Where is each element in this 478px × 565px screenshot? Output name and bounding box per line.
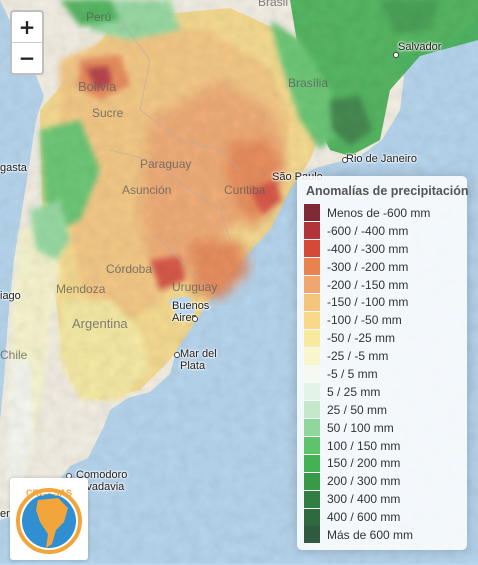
city-label-sucre: Sucre xyxy=(92,106,124,120)
city-label-rio: Rio de Janeiro xyxy=(346,153,417,165)
city-label-brasilia: Brasília xyxy=(288,76,329,90)
legend-rows: Menos de -600 mm -600 / -400 mm -400 / -30… xyxy=(304,204,461,544)
rio-de-la-plata xyxy=(168,296,196,318)
legend-label: -25 / -5 mm xyxy=(327,349,389,364)
legend-swatch xyxy=(304,204,320,222)
legend-label: -100 / -50 mm xyxy=(327,313,402,328)
city-label-salvador: Salvador xyxy=(398,41,442,53)
legend-swatch xyxy=(304,240,320,258)
legend-label: 400 / 600 mm xyxy=(327,510,401,525)
legend-swatch xyxy=(304,419,320,437)
legend-swatch xyxy=(304,258,320,276)
legend-swatch xyxy=(304,472,320,490)
legend-label: 5 / 25 mm xyxy=(327,384,381,399)
city-label-asuncion: Asunción xyxy=(122,183,172,197)
city-marker-salvador xyxy=(393,52,399,58)
legend-item: 100 / 150 mm xyxy=(304,437,461,455)
legend-swatch xyxy=(304,329,320,347)
country-label-bolivia: Bolivia xyxy=(78,79,117,94)
legend: Anomalías de precipitación Menos de -600… xyxy=(297,176,469,550)
zoom-out-button[interactable]: − xyxy=(12,42,42,73)
city-label-buenos-aires: Buenos Aires xyxy=(172,300,210,324)
legend-label: 150 / 200 mm xyxy=(327,456,401,471)
legend-label: -300 / -200 mm xyxy=(327,259,409,274)
legend-item: Menos de -600 mm xyxy=(304,204,461,222)
legend-swatch xyxy=(304,526,320,544)
legend-swatch xyxy=(304,365,320,383)
city-label-cordoba: Córdoba xyxy=(106,262,153,276)
legend-label: 25 / 50 mm xyxy=(327,402,388,417)
legend-swatch xyxy=(304,454,320,472)
legend-label: 50 / 100 mm xyxy=(327,420,394,435)
logo-ring xyxy=(16,488,82,554)
legend-label: -400 / -300 mm xyxy=(327,241,409,256)
country-label-peru: Perú xyxy=(86,10,112,24)
legend-swatch xyxy=(304,311,320,329)
legend-item: 400 / 600 mm xyxy=(304,508,461,526)
country-label-argentina: Argentina xyxy=(72,316,128,331)
legend-item: -200 / -150 mm xyxy=(304,276,461,294)
country-label-uruguay: Uruguay xyxy=(172,280,218,294)
logo-continent xyxy=(36,498,68,548)
legend-item: 150 / 200 mm xyxy=(304,454,461,472)
legend-item: -100 / -50 mm xyxy=(304,311,461,329)
country-label-brasil: Brasil xyxy=(258,0,289,9)
zoom-in-button[interactable]: + xyxy=(18,15,36,39)
legend-label: -600 / -400 mm xyxy=(327,223,409,238)
legend-label: -200 / -150 mm xyxy=(327,277,409,292)
legend-item: -300 / -200 mm xyxy=(304,258,461,276)
legend-swatch xyxy=(304,347,320,365)
zoom-control: + − xyxy=(10,10,44,75)
legend-swatch xyxy=(304,508,320,526)
legend-swatch xyxy=(304,293,320,311)
legend-swatch xyxy=(304,222,320,240)
legend-item: 5 / 25 mm xyxy=(304,383,461,401)
legend-item: Más de 600 mm xyxy=(304,526,461,544)
legend-item: -150 / -100 mm xyxy=(304,293,461,311)
borders xyxy=(109,19,241,291)
legend-swatch xyxy=(304,401,320,419)
legend-label: -50 / -25 mm xyxy=(327,331,396,346)
legend-title: Anomalías de precipitación xyxy=(306,184,469,198)
legend-item: -400 / -300 mm xyxy=(304,240,461,258)
city-label-mendoza: Mendoza xyxy=(56,282,106,296)
legend-item: 25 / 50 mm xyxy=(304,401,461,419)
legend-item: -50 / -25 mm xyxy=(304,329,461,347)
crc-sas-logo: CRC - SAS xyxy=(10,478,88,560)
city-label-comodoro: Comodoro Rivadavia xyxy=(76,469,128,493)
legend-swatch xyxy=(304,276,320,293)
legend-item: -25 / -5 mm xyxy=(304,347,461,365)
city-marker-rio xyxy=(342,157,348,163)
legend-item: 50 / 100 mm xyxy=(304,419,461,437)
legend-swatch xyxy=(304,490,320,508)
logo-text: CRC - SAS xyxy=(26,488,72,498)
legend-item: -5 / 5 mm xyxy=(304,365,461,383)
legend-item: 300 / 400 mm xyxy=(304,490,461,508)
country-label-paraguay: Paraguay xyxy=(140,157,192,171)
country-label-chile: Chile xyxy=(0,348,28,362)
city-marker-mar-del-plata xyxy=(174,352,180,358)
city-label-curitiba: Curitiba xyxy=(224,183,266,197)
legend-swatch xyxy=(304,383,320,401)
legend-label: -5 / 5 mm xyxy=(327,366,378,381)
legend-label: -150 / -100 mm xyxy=(327,295,409,310)
legend-swatch xyxy=(304,437,320,455)
legend-label: 100 / 150 mm xyxy=(327,438,401,453)
legend-item: 200 / 300 mm xyxy=(304,472,461,490)
city-label-mar-del-plata: Mar del Plata xyxy=(180,348,217,372)
city-label-antofagasta: gasta xyxy=(0,162,27,174)
city-marker-buenos-aires xyxy=(192,316,198,322)
legend-item: -600 / -400 mm xyxy=(304,222,461,240)
legend-label: Menos de -600 mm xyxy=(327,205,431,220)
legend-label: 300 / 400 mm xyxy=(327,492,401,507)
city-label-santiago: iago xyxy=(0,290,21,302)
legend-label: Más de 600 mm xyxy=(327,527,414,542)
legend-label: 200 / 300 mm xyxy=(327,474,401,489)
